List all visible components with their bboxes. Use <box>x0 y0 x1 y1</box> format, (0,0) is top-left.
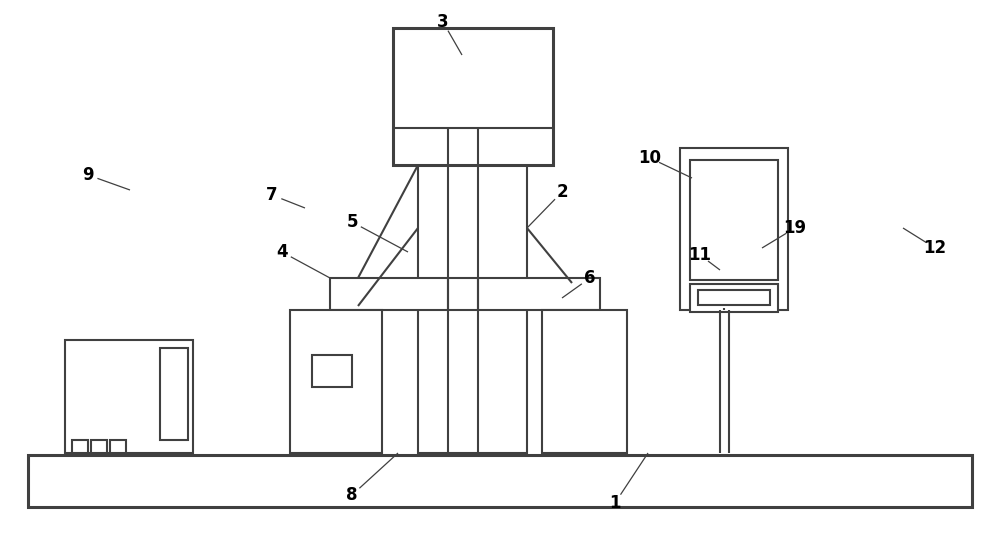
Text: 6: 6 <box>584 269 596 287</box>
Text: 9: 9 <box>82 166 94 184</box>
Text: 5: 5 <box>346 213 358 231</box>
Bar <box>542 310 627 453</box>
Bar <box>110 440 126 453</box>
Bar <box>330 278 600 310</box>
Bar <box>72 440 88 453</box>
Bar <box>91 440 107 453</box>
Bar <box>312 355 352 387</box>
Bar <box>160 348 188 440</box>
Bar <box>393 28 553 165</box>
Bar <box>690 284 778 312</box>
Text: 8: 8 <box>346 486 358 504</box>
Bar <box>680 148 788 310</box>
Text: 11: 11 <box>688 246 712 264</box>
Bar <box>690 160 778 280</box>
Bar <box>418 165 527 453</box>
Bar <box>65 340 193 453</box>
Text: 1: 1 <box>609 494 621 512</box>
Text: 4: 4 <box>276 243 288 261</box>
Text: 10: 10 <box>639 149 662 167</box>
Text: 19: 19 <box>783 219 807 237</box>
Text: 3: 3 <box>437 13 449 31</box>
Text: 12: 12 <box>923 239 947 257</box>
Text: 2: 2 <box>556 183 568 201</box>
Bar <box>698 290 770 305</box>
Text: 7: 7 <box>266 186 278 204</box>
Bar <box>290 310 382 453</box>
Bar <box>28 455 972 507</box>
